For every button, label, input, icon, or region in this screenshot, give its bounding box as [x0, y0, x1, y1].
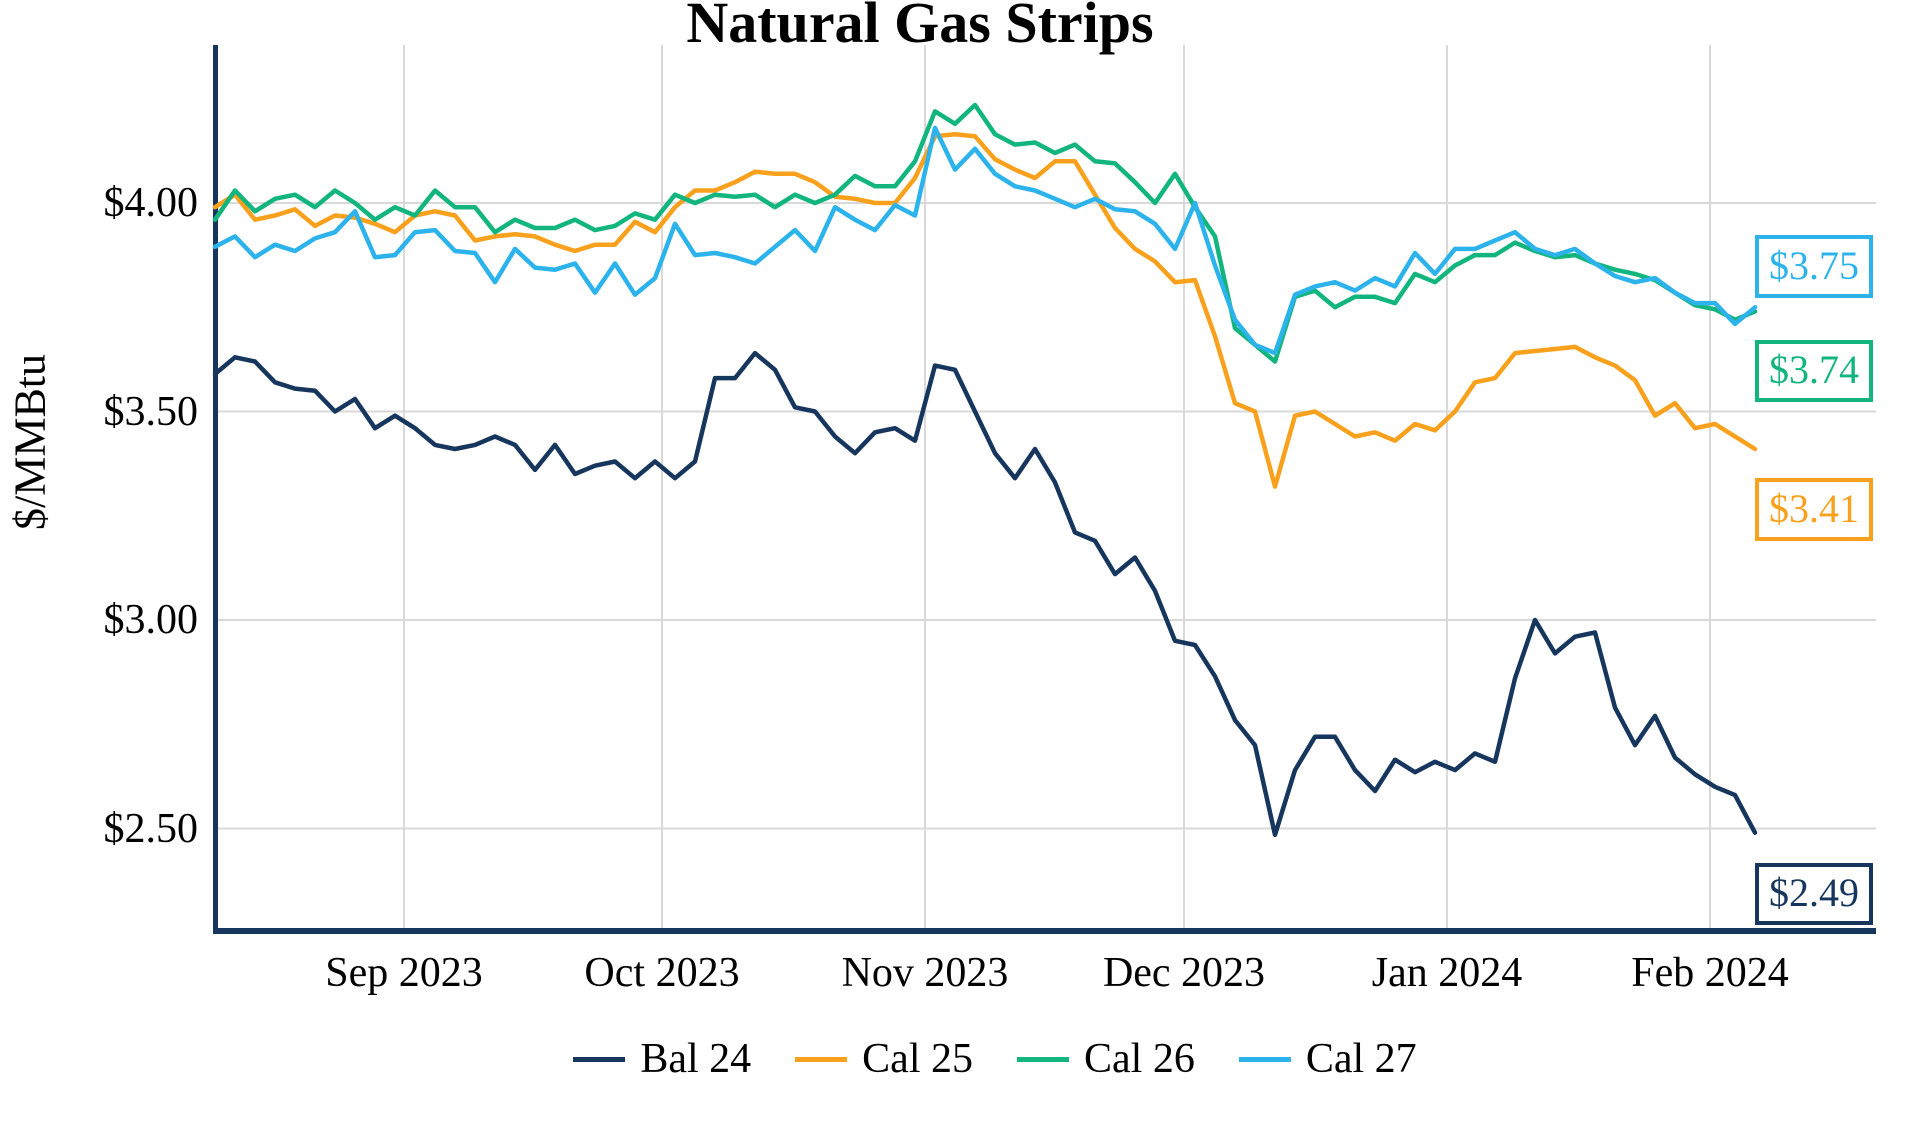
legend-label: Cal 25 [862, 1036, 973, 1082]
legend-item-bal-24: Bal 24 [573, 1034, 751, 1084]
end-value-label: $2.49 [1755, 863, 1873, 925]
x-tick-label: Dec 2023 [1102, 950, 1266, 996]
legend-line-swatch [573, 1056, 626, 1062]
x-tick-label: Oct 2023 [584, 950, 740, 996]
y-tick-label: $4.00 [103, 180, 199, 226]
legend: Bal 24 Cal 25 Cal 26 Cal 27 [70, 1034, 1920, 1084]
x-tick-label: Jan 2024 [1371, 950, 1523, 996]
legend-line-swatch [795, 1056, 848, 1062]
series-line-bal-24 [212, 350, 1758, 838]
end-value-label: $3.41 [1755, 478, 1873, 541]
y-tick-label: $2.50 [103, 805, 199, 852]
legend-label: Bal 24 [640, 1036, 752, 1082]
end-value-label: $3.74 [1755, 340, 1873, 402]
series-line-cal-27 [212, 125, 1758, 356]
legend-item-cal-27: Cal 27 [1238, 1034, 1417, 1084]
end-value-label: $3.75 [1755, 235, 1873, 298]
chart-title: Natural Gas Strips [686, 0, 1154, 55]
legend-line-swatch [1238, 1056, 1291, 1062]
y-tick-label: $3.50 [103, 388, 199, 435]
legend-line-swatch [1017, 1056, 1069, 1062]
series-line-cal-26 [212, 102, 1758, 364]
x-tick-label: Nov 2023 [841, 950, 1009, 996]
series-line-cal-25 [212, 131, 1758, 489]
legend-label: Cal 27 [1305, 1036, 1417, 1082]
legend-item-cal-25: Cal 25 [795, 1034, 973, 1084]
y-tick-label: $3.00 [103, 597, 199, 643]
x-tick-label: Feb 2024 [1631, 950, 1789, 996]
legend-item-cal-26: Cal 26 [1017, 1034, 1195, 1084]
legend-label: Cal 26 [1084, 1036, 1195, 1082]
x-tick-label: Sep 2023 [325, 950, 483, 996]
